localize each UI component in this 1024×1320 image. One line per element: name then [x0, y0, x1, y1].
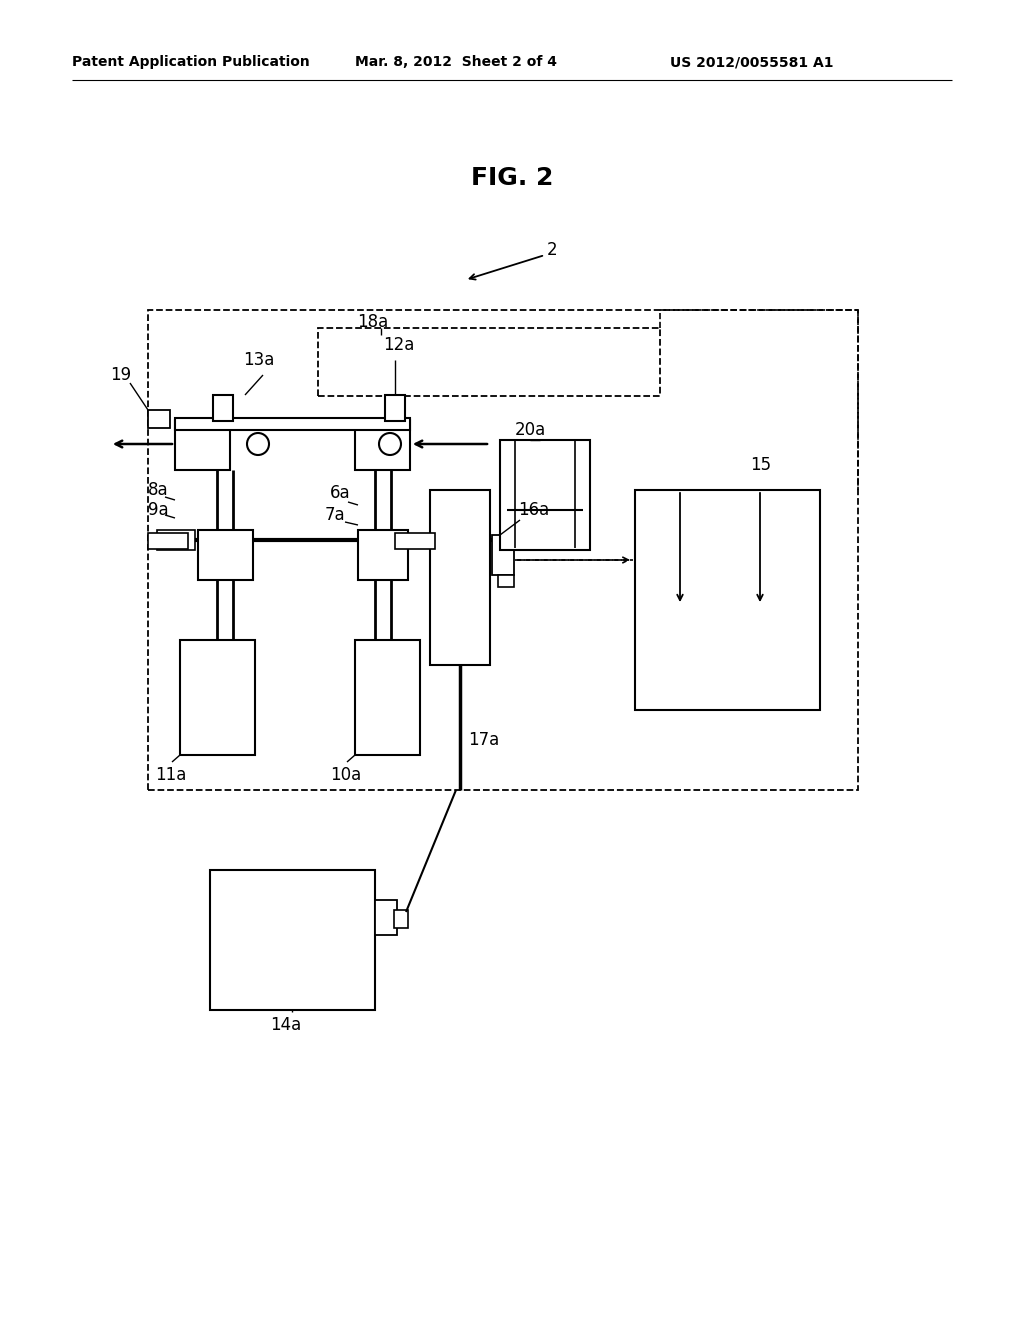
Bar [500, 440, 590, 550]
Text: 15: 15 [750, 455, 771, 474]
Bar [385, 395, 406, 421]
Bar [498, 576, 514, 587]
Text: 2: 2 [547, 242, 558, 259]
Text: 18a: 18a [357, 313, 388, 331]
Bar [148, 533, 188, 549]
Circle shape [379, 433, 401, 455]
Text: Mar. 8, 2012  Sheet 2 of 4: Mar. 8, 2012 Sheet 2 of 4 [355, 55, 557, 69]
Bar [492, 535, 514, 576]
Text: 13a: 13a [243, 351, 274, 370]
Text: 10a: 10a [330, 766, 361, 784]
Text: 17a: 17a [468, 731, 500, 748]
Bar [355, 640, 420, 755]
Text: 20a: 20a [515, 421, 546, 440]
Bar [180, 640, 255, 755]
Bar [148, 310, 858, 789]
Bar [375, 900, 397, 935]
Bar [430, 490, 490, 665]
Bar [394, 909, 408, 928]
Text: 19: 19 [110, 366, 131, 384]
Text: 12a: 12a [383, 337, 415, 354]
Text: 8a: 8a [148, 480, 169, 499]
Bar [358, 531, 408, 579]
Bar [157, 531, 195, 550]
Text: 7a: 7a [325, 506, 346, 524]
Bar [198, 531, 253, 579]
Bar [318, 327, 660, 396]
Text: 11a: 11a [155, 766, 186, 784]
Bar [355, 420, 410, 470]
Bar [213, 395, 233, 421]
Bar [175, 420, 230, 470]
Bar [148, 411, 170, 428]
Text: 9a: 9a [148, 502, 169, 519]
Bar [635, 490, 820, 710]
Text: 14a: 14a [270, 1016, 301, 1034]
Bar [395, 533, 435, 549]
Text: 6a: 6a [330, 484, 350, 502]
Text: FIG. 2: FIG. 2 [471, 166, 553, 190]
Bar [210, 870, 375, 1010]
Text: US 2012/0055581 A1: US 2012/0055581 A1 [670, 55, 834, 69]
Text: Patent Application Publication: Patent Application Publication [72, 55, 309, 69]
Circle shape [247, 433, 269, 455]
Bar [175, 418, 410, 430]
Text: 16a: 16a [518, 502, 549, 519]
